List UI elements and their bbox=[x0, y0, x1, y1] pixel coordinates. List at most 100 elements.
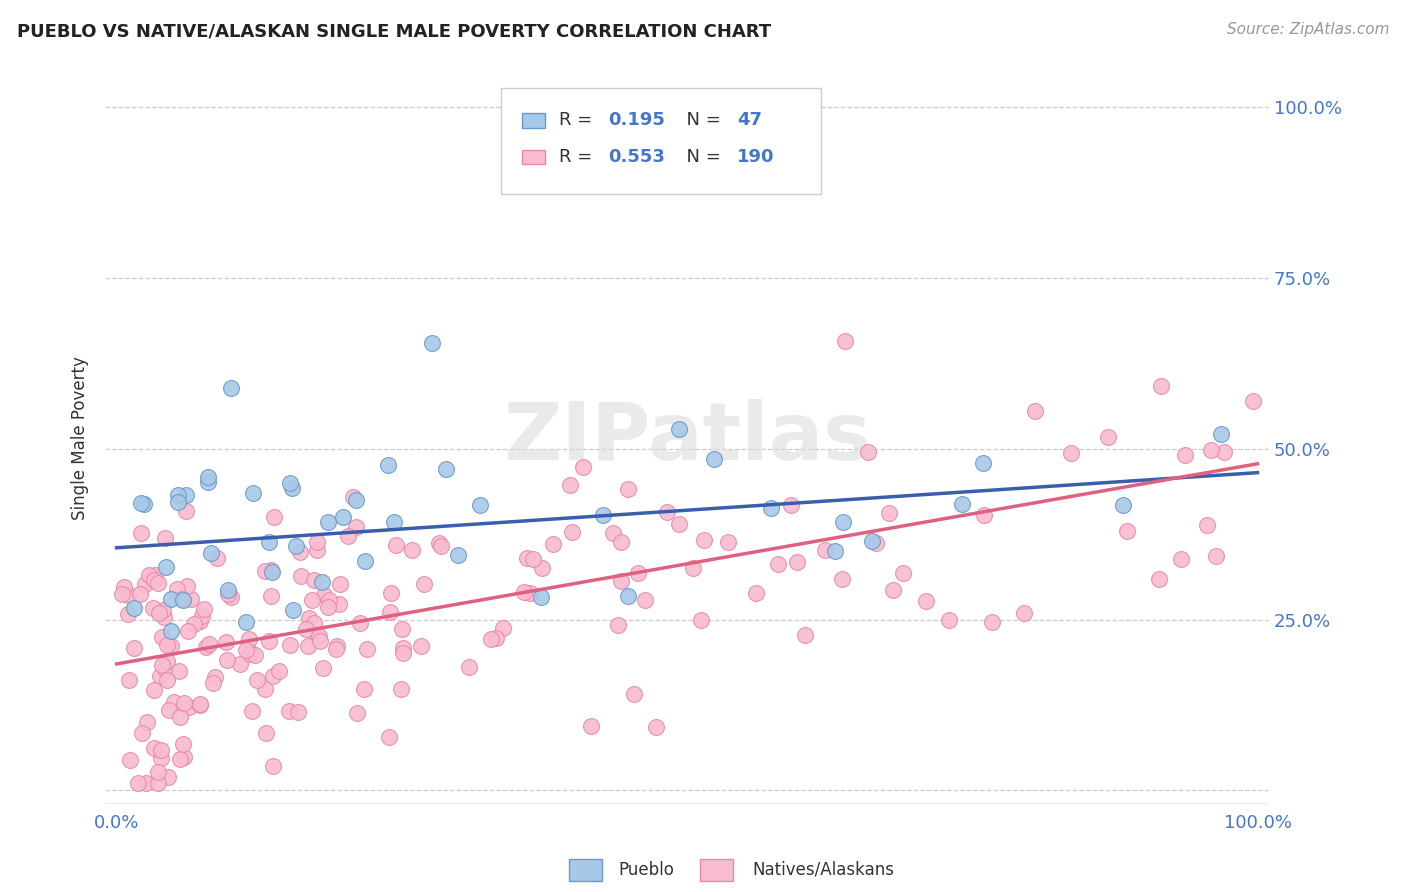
Point bbox=[492, 621, 515, 635]
Point bbox=[378, 605, 401, 619]
Point bbox=[312, 588, 335, 602]
Point bbox=[150, 751, 173, 765]
Point bbox=[117, 588, 139, 602]
Point bbox=[516, 550, 538, 565]
Point bbox=[238, 632, 260, 647]
Point bbox=[468, 499, 491, 513]
Point bbox=[290, 569, 312, 583]
Point bbox=[344, 493, 367, 508]
Point bbox=[759, 501, 782, 516]
Point bbox=[634, 593, 657, 607]
Point bbox=[118, 673, 141, 688]
Point bbox=[391, 622, 413, 636]
Point bbox=[281, 603, 304, 617]
FancyBboxPatch shape bbox=[522, 113, 546, 128]
Point bbox=[229, 657, 252, 671]
Point bbox=[177, 700, 200, 714]
Point bbox=[281, 481, 304, 495]
Point bbox=[380, 586, 402, 600]
Text: 0.553: 0.553 bbox=[607, 148, 665, 166]
Point bbox=[290, 544, 312, 558]
Point bbox=[253, 681, 276, 696]
Point bbox=[155, 560, 177, 574]
Point bbox=[191, 609, 214, 624]
FancyBboxPatch shape bbox=[522, 150, 546, 164]
Point bbox=[938, 613, 960, 627]
Point bbox=[156, 673, 179, 687]
Point bbox=[278, 705, 301, 719]
Point bbox=[430, 540, 453, 554]
Point bbox=[215, 635, 238, 649]
Point bbox=[745, 586, 768, 600]
Point bbox=[560, 477, 582, 491]
Point bbox=[328, 598, 350, 612]
Point bbox=[138, 568, 160, 582]
Point bbox=[1112, 498, 1135, 512]
Point bbox=[882, 582, 904, 597]
Point bbox=[157, 771, 180, 785]
Point bbox=[150, 742, 173, 756]
Point bbox=[831, 572, 853, 586]
Point bbox=[617, 482, 640, 496]
Point bbox=[305, 631, 328, 645]
Point bbox=[561, 524, 583, 539]
Point bbox=[412, 577, 434, 591]
Point bbox=[519, 585, 541, 599]
Point bbox=[318, 592, 340, 607]
Point bbox=[657, 505, 679, 519]
Point bbox=[446, 548, 468, 562]
Point bbox=[344, 519, 367, 533]
Point bbox=[219, 591, 242, 605]
Point bbox=[349, 616, 371, 631]
Point bbox=[1174, 448, 1197, 462]
Point bbox=[159, 624, 181, 638]
Point bbox=[156, 638, 179, 652]
Point bbox=[217, 587, 239, 601]
Point bbox=[142, 683, 165, 698]
Text: Source: ZipAtlas.com: Source: ZipAtlas.com bbox=[1226, 22, 1389, 37]
Point bbox=[195, 640, 218, 655]
Point bbox=[302, 573, 325, 587]
Point bbox=[682, 560, 704, 574]
Text: 47: 47 bbox=[737, 112, 762, 129]
Point bbox=[377, 458, 399, 472]
Point bbox=[239, 645, 262, 659]
Point bbox=[202, 676, 225, 690]
Point bbox=[860, 534, 883, 549]
Point bbox=[152, 603, 174, 617]
Point bbox=[243, 648, 266, 663]
Point bbox=[1149, 572, 1171, 586]
Point bbox=[981, 615, 1004, 630]
Point bbox=[146, 575, 169, 590]
Point bbox=[312, 661, 335, 675]
Point bbox=[1205, 549, 1227, 564]
Point bbox=[260, 565, 283, 579]
Point bbox=[120, 753, 142, 767]
Point bbox=[353, 681, 375, 696]
Point bbox=[1241, 393, 1264, 408]
Text: Natives/Alaskans: Natives/Alaskans bbox=[752, 861, 894, 879]
Text: 0.195: 0.195 bbox=[607, 112, 665, 129]
Point bbox=[167, 495, 190, 509]
Point bbox=[166, 488, 188, 502]
Point bbox=[215, 652, 238, 666]
Point bbox=[256, 726, 278, 740]
Point bbox=[522, 551, 544, 566]
Point bbox=[135, 776, 157, 790]
Point bbox=[391, 646, 413, 660]
Point bbox=[174, 488, 197, 502]
Point bbox=[155, 662, 177, 676]
Point bbox=[129, 496, 152, 510]
Point bbox=[332, 509, 354, 524]
Text: R =: R = bbox=[560, 148, 598, 166]
Point bbox=[1211, 427, 1233, 442]
Text: N =: N = bbox=[675, 148, 727, 166]
Point bbox=[146, 764, 169, 779]
FancyBboxPatch shape bbox=[501, 87, 821, 194]
Point bbox=[309, 633, 332, 648]
Point bbox=[436, 462, 458, 476]
Point bbox=[172, 737, 194, 751]
Point bbox=[645, 720, 668, 734]
Point bbox=[834, 334, 856, 348]
Point bbox=[779, 498, 801, 512]
